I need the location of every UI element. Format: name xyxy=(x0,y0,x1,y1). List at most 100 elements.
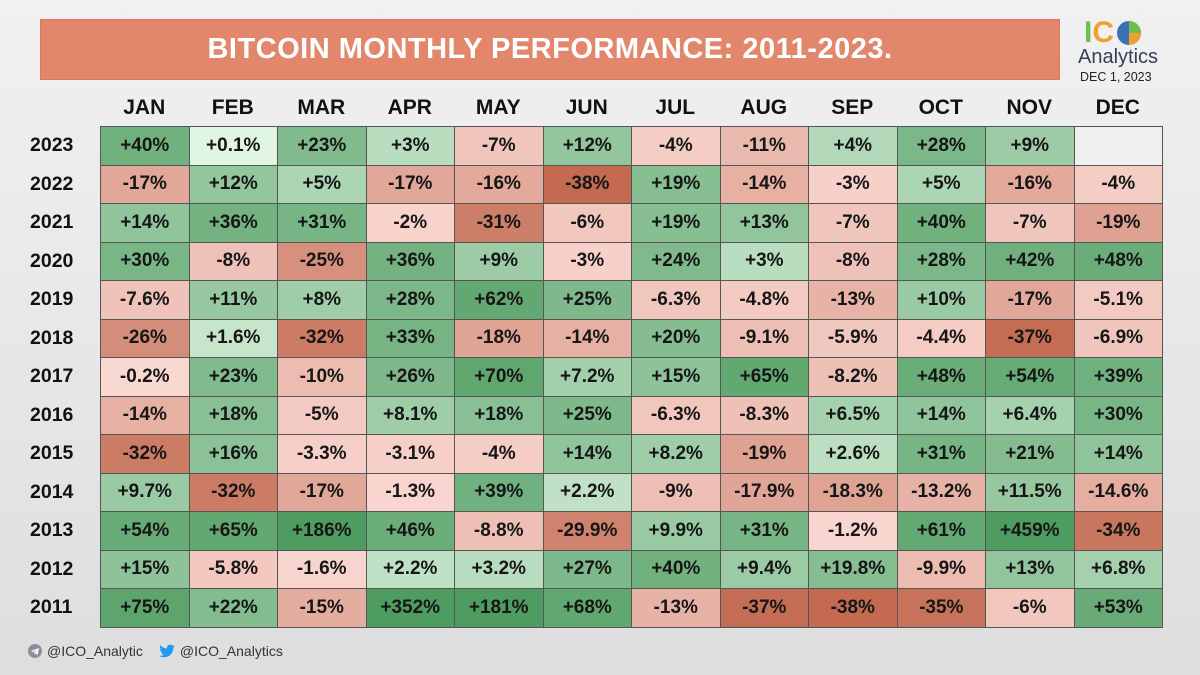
heatmap-cell-2011-apr: +352% xyxy=(367,589,456,628)
heatmap-cell-2015-oct: +31% xyxy=(898,435,987,474)
heatmap-cell-2013-nov: +459% xyxy=(986,512,1075,551)
month-label-feb: FEB xyxy=(189,94,278,122)
heatmap-cell-2019-sep: -13% xyxy=(809,281,898,320)
heatmap-cell-2013-jun: -29.9% xyxy=(544,512,633,551)
heatmap-cell-2016-apr: +8.1% xyxy=(367,397,456,436)
logo-letter-i: I xyxy=(1084,18,1092,48)
heatmap-cell-2015-jan: -32% xyxy=(101,435,190,474)
heatmap-cell-2013-apr: +46% xyxy=(367,512,456,551)
heatmap-cell-2014-dec: -14.6% xyxy=(1075,474,1164,513)
heatmap-cell-2021-mar: +31% xyxy=(278,204,367,243)
logo-letter-c: C xyxy=(1092,18,1114,48)
heatmap-cell-2012-may: +3.2% xyxy=(455,551,544,590)
year-label-2015: 2015 xyxy=(30,434,96,473)
heatmap-cell-2018-jul: +20% xyxy=(632,320,721,359)
heatmap-cell-2021-feb: +36% xyxy=(190,204,279,243)
heatmap-cell-2013-jul: +9.9% xyxy=(632,512,721,551)
heatmap-cell-2017-aug: +65% xyxy=(721,358,810,397)
heatmap-cell-2013-feb: +65% xyxy=(190,512,279,551)
heatmap-cell-2021-may: -31% xyxy=(455,204,544,243)
heatmap-cell-2022-jun: -38% xyxy=(544,166,633,205)
heatmap-cell-2016-oct: +14% xyxy=(898,397,987,436)
heatmap-cell-2011-mar: -15% xyxy=(278,589,367,628)
heatmap-cell-2017-nov: +54% xyxy=(986,358,1075,397)
heatmap-cell-2021-oct: +40% xyxy=(898,204,987,243)
heatmap-cell-2023-nov: +9% xyxy=(986,127,1075,166)
twitter-handle[interactable]: @ICO_Analytics xyxy=(159,643,283,659)
heatmap-cell-2018-jun: -14% xyxy=(544,320,633,359)
heatmap-cell-2014-may: +39% xyxy=(455,474,544,513)
heatmap-cell-2020-nov: +42% xyxy=(986,243,1075,282)
heatmap-cell-2023-feb: +0.1% xyxy=(190,127,279,166)
heatmap-cell-2020-may: +9% xyxy=(455,243,544,282)
heatmap-cell-2022-may: -16% xyxy=(455,166,544,205)
heatmap-cell-2023-jan: +40% xyxy=(101,127,190,166)
year-label-2017: 2017 xyxy=(30,357,96,396)
heatmap-cell-2019-oct: +10% xyxy=(898,281,987,320)
heatmap-cell-2013-aug: +31% xyxy=(721,512,810,551)
heatmap-cell-2016-mar: -5% xyxy=(278,397,367,436)
heatmap-cell-2012-jul: +40% xyxy=(632,551,721,590)
heatmap-cell-2018-may: -18% xyxy=(455,320,544,359)
heatmap-cell-2012-mar: -1.6% xyxy=(278,551,367,590)
heatmap-cell-2018-apr: +33% xyxy=(367,320,456,359)
heatmap-cell-2017-dec: +39% xyxy=(1075,358,1164,397)
heatmap-cell-2011-jul: -13% xyxy=(632,589,721,628)
heatmap-cell-2012-aug: +9.4% xyxy=(721,551,810,590)
heatmap-cell-2023-sep: +4% xyxy=(809,127,898,166)
heatmap-cell-2016-feb: +18% xyxy=(190,397,279,436)
logo-pie-icon xyxy=(1115,19,1143,47)
heatmap-cell-2018-aug: -9.1% xyxy=(721,320,810,359)
heatmap-cell-2021-aug: +13% xyxy=(721,204,810,243)
heatmap-cell-2012-apr: +2.2% xyxy=(367,551,456,590)
heatmap-cell-2022-apr: -17% xyxy=(367,166,456,205)
heatmap-cell-2021-jan: +14% xyxy=(101,204,190,243)
heatmap-cell-2015-aug: -19% xyxy=(721,435,810,474)
heatmap-cell-2012-oct: -9.9% xyxy=(898,551,987,590)
heatmap-cell-2014-apr: -1.3% xyxy=(367,474,456,513)
heatmap-cell-2021-jun: -6% xyxy=(544,204,633,243)
heatmap-cell-2014-sep: -18.3% xyxy=(809,474,898,513)
month-label-mar: MAR xyxy=(277,94,366,122)
heatmap-cell-2018-sep: -5.9% xyxy=(809,320,898,359)
heatmap-cell-2017-sep: -8.2% xyxy=(809,358,898,397)
chart-title: BITCOIN MONTHLY PERFORMANCE: 2011-2023. xyxy=(207,33,892,66)
heatmap-cell-2015-mar: -3.3% xyxy=(278,435,367,474)
heatmap-cell-2022-aug: -14% xyxy=(721,166,810,205)
heatmap-cell-2012-dec: +6.8% xyxy=(1075,551,1164,590)
heatmap-cell-2012-sep: +19.8% xyxy=(809,551,898,590)
heatmap-cell-2018-mar: -32% xyxy=(278,320,367,359)
heatmap-cell-2022-nov: -16% xyxy=(986,166,1075,205)
year-label-2014: 2014 xyxy=(30,473,96,512)
heatmap-cell-2019-aug: -4.8% xyxy=(721,281,810,320)
month-label-jan: JAN xyxy=(100,94,189,122)
telegram-handle[interactable]: @ICO_Analytic xyxy=(28,643,143,659)
heatmap-cell-2020-oct: +28% xyxy=(898,243,987,282)
heatmap-cell-2015-nov: +21% xyxy=(986,435,1075,474)
heatmap-cell-2022-jul: +19% xyxy=(632,166,721,205)
heatmap-cell-2015-apr: -3.1% xyxy=(367,435,456,474)
heatmap-cell-2013-mar: +186% xyxy=(278,512,367,551)
month-label-jul: JUL xyxy=(631,94,720,122)
year-label-2023: 2023 xyxy=(30,126,96,165)
heatmap-cell-2022-oct: +5% xyxy=(898,166,987,205)
heatmap-cell-2016-jun: +25% xyxy=(544,397,633,436)
heatmap-cell-2020-dec: +48% xyxy=(1075,243,1164,282)
heatmap-cell-2018-jan: -26% xyxy=(101,320,190,359)
heatmap-cell-2016-dec: +30% xyxy=(1075,397,1164,436)
heatmap-cell-2016-jan: -14% xyxy=(101,397,190,436)
logo-name: Analytics xyxy=(1078,46,1158,69)
twitter-handle-text: @ICO_Analytics xyxy=(180,643,283,659)
heatmap-cell-2016-aug: -8.3% xyxy=(721,397,810,436)
heatmap-cell-2013-sep: -1.2% xyxy=(809,512,898,551)
heatmap-cell-2018-nov: -37% xyxy=(986,320,1075,359)
heatmap-cell-2021-dec: -19% xyxy=(1075,204,1164,243)
heatmap-cell-2011-sep: -38% xyxy=(809,589,898,628)
logo-mark: I C xyxy=(1084,18,1143,48)
heatmap-cell-2013-oct: +61% xyxy=(898,512,987,551)
heatmap-cell-2019-may: +62% xyxy=(455,281,544,320)
heatmap-cell-2014-jun: +2.2% xyxy=(544,474,633,513)
heatmap-cell-2016-sep: +6.5% xyxy=(809,397,898,436)
heatmap-cell-2017-jun: +7.2% xyxy=(544,358,633,397)
heatmap-cell-2011-may: +181% xyxy=(455,589,544,628)
